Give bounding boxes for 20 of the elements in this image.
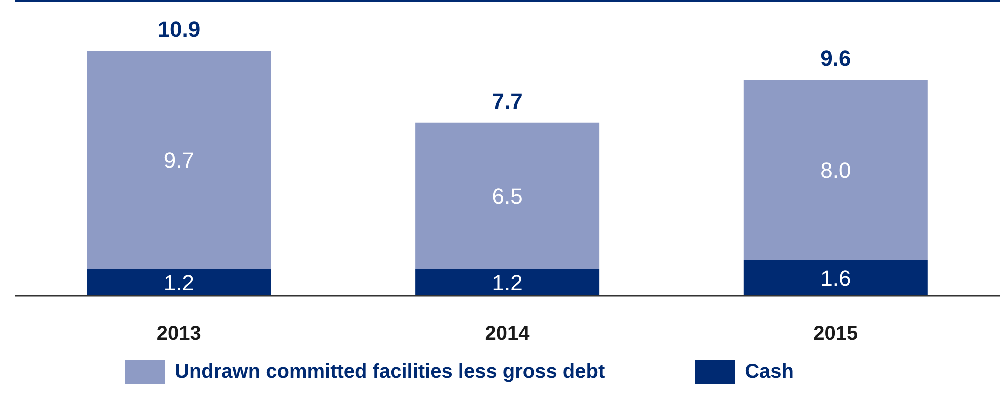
x-tick-label: 2013 bbox=[156, 323, 202, 346]
data-label: 1.2 bbox=[492, 270, 523, 296]
legend-label: Undrawn committed facilities less gross debt bbox=[175, 360, 606, 384]
bar bbox=[744, 80, 928, 260]
data-label: 6.5 bbox=[492, 184, 523, 209]
x-tick-label: 2015 bbox=[814, 323, 858, 346]
bar bbox=[744, 260, 928, 296]
bar bbox=[416, 122, 600, 270]
total-label: 10.9 bbox=[158, 17, 201, 42]
data-label: 8.0 bbox=[820, 158, 852, 184]
data-label: 9.7 bbox=[164, 148, 195, 174]
bar bbox=[87, 269, 272, 296]
total-label: 7.7 bbox=[492, 88, 523, 114]
data-label: 1.2 bbox=[164, 270, 195, 296]
data-label: 1.6 bbox=[820, 266, 852, 292]
legend-label: Cash bbox=[745, 360, 794, 384]
total-label: 9.6 bbox=[820, 46, 852, 72]
x-tick-label: 2014 bbox=[485, 323, 531, 346]
bar bbox=[87, 51, 272, 270]
bar bbox=[416, 269, 600, 296]
